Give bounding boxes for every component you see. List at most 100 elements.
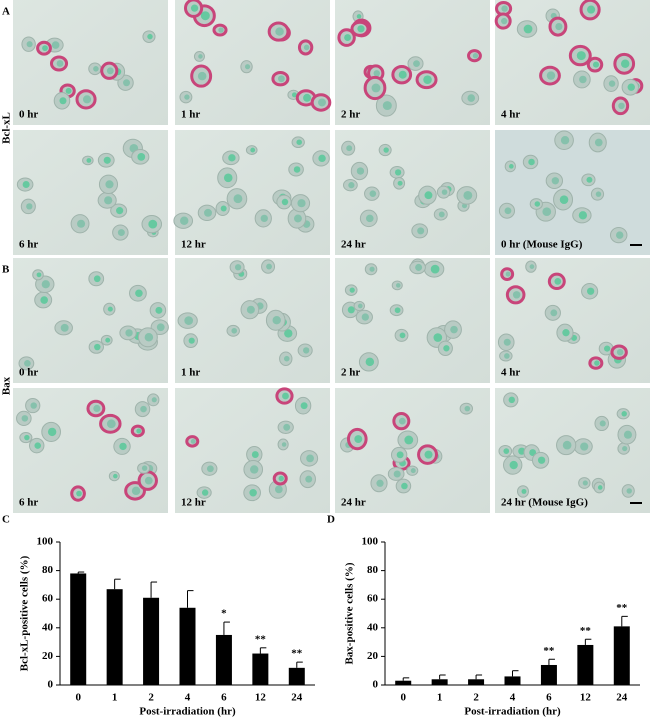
nucleus xyxy=(104,196,113,205)
nucleus xyxy=(106,67,114,75)
nucleus xyxy=(501,5,508,12)
nucleus xyxy=(303,347,310,354)
nucleus xyxy=(293,166,301,173)
nucleus xyxy=(503,448,510,455)
nucleus xyxy=(604,345,611,352)
x-tick-label: 4 xyxy=(185,692,191,704)
nucleus xyxy=(623,430,632,439)
nucleus xyxy=(206,465,214,473)
bar xyxy=(395,680,412,685)
nucleus xyxy=(218,27,224,33)
error-bar xyxy=(548,658,555,665)
nucleus xyxy=(371,83,381,93)
micrograph-label: 2 hr xyxy=(341,109,360,121)
y-tick-label: 100 xyxy=(37,536,54,548)
nucleus xyxy=(529,449,537,457)
nucleus xyxy=(373,70,380,77)
chart-letter: D xyxy=(327,514,335,526)
x-tick-label: 6 xyxy=(546,692,552,704)
nucleus xyxy=(141,465,148,471)
nucleus xyxy=(356,14,362,19)
nucleus xyxy=(228,154,236,162)
nucleus xyxy=(305,475,313,483)
nucleus xyxy=(106,419,116,429)
nucleus xyxy=(587,287,595,295)
nucleus xyxy=(397,180,403,186)
bar xyxy=(106,589,123,685)
nucleus xyxy=(594,138,603,147)
nucleus xyxy=(103,156,111,164)
error-bar xyxy=(223,621,230,635)
significance-label: ** xyxy=(580,625,592,637)
panel-side-label: Bax xyxy=(1,376,13,395)
nucleus xyxy=(250,465,259,474)
nucleus xyxy=(86,158,92,163)
nucleus xyxy=(555,22,563,31)
micrograph-label: 6 hr xyxy=(19,497,38,509)
nucleus xyxy=(278,75,285,83)
nucleus xyxy=(283,355,290,362)
significance-label: ** xyxy=(291,648,303,660)
nucleus xyxy=(576,51,586,61)
nucleus xyxy=(59,97,67,105)
nucleus xyxy=(251,451,259,458)
y-axis-title: Bcl-xL-positive cells (%) xyxy=(19,555,31,671)
nucleus xyxy=(77,219,86,228)
nucleus xyxy=(450,325,458,334)
error-bar xyxy=(584,638,592,645)
x-tick-label: 0 xyxy=(75,692,81,704)
nucleus xyxy=(47,427,57,437)
y-tick-label: 0 xyxy=(373,679,379,691)
y-tick-label: 60 xyxy=(42,593,54,605)
panel-letter: B xyxy=(2,264,10,276)
bar xyxy=(143,597,160,685)
bar xyxy=(431,679,448,685)
y-tick-label: 20 xyxy=(367,650,379,662)
chart-letter: C xyxy=(2,514,10,526)
micrograph: 6 hr xyxy=(13,130,168,255)
x-tick-label: 0 xyxy=(400,692,406,704)
nucleus xyxy=(244,64,251,70)
micrograph: 2 hr xyxy=(335,258,490,383)
error-bar xyxy=(439,674,446,680)
nucleus xyxy=(140,405,147,413)
nucleus xyxy=(357,303,363,309)
nucleus xyxy=(383,147,389,153)
nucleus xyxy=(26,203,33,210)
nucleus xyxy=(393,470,401,478)
nucleus xyxy=(560,136,570,145)
nucleus xyxy=(184,94,190,100)
micrograph-label: 6 hr xyxy=(19,239,38,251)
nucleus xyxy=(266,263,272,270)
nucleus xyxy=(382,101,392,111)
nucleus xyxy=(93,66,99,72)
nucleus xyxy=(346,145,353,152)
nucleus xyxy=(597,485,603,490)
nucleus xyxy=(441,189,448,195)
y-tick-label: 20 xyxy=(42,650,54,662)
nucleus xyxy=(509,164,514,169)
micrograph: 0 hr xyxy=(13,0,168,125)
nucleus xyxy=(356,167,365,175)
nucleus xyxy=(396,451,404,459)
nucleus xyxy=(246,305,255,314)
nucleus xyxy=(105,180,114,189)
y-axis-title: Bax-positive cells (%) xyxy=(344,562,356,664)
nucleus xyxy=(201,489,209,496)
nucleus xyxy=(76,490,82,497)
nucleus xyxy=(546,71,556,80)
micrograph-label: 12 hr xyxy=(181,239,206,251)
nucleus xyxy=(303,93,312,102)
nucleus xyxy=(200,11,210,21)
nucleus xyxy=(291,92,297,98)
y-tick-label: 80 xyxy=(42,564,54,576)
nucleus xyxy=(30,402,37,409)
x-tick-label: 24 xyxy=(291,692,303,704)
nucleus xyxy=(523,24,533,34)
nucleus xyxy=(26,41,33,48)
nucleus xyxy=(616,348,624,356)
nucleus xyxy=(417,227,425,235)
error-bar xyxy=(402,677,410,681)
error-bar xyxy=(114,578,121,590)
nucleus xyxy=(282,392,289,400)
